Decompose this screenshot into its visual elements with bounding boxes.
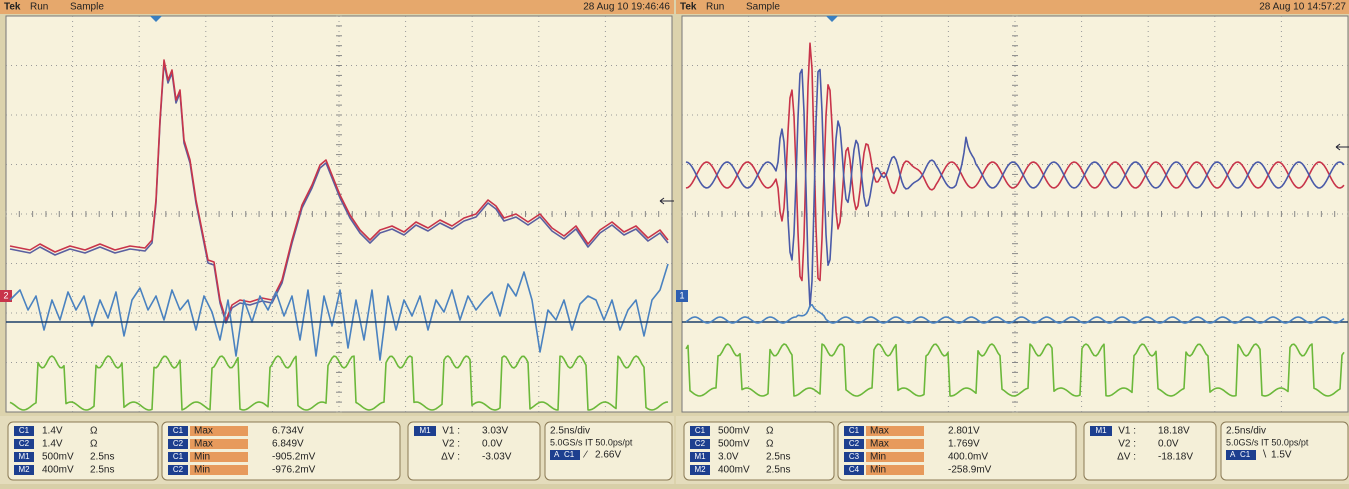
channel-unit: Ω [90, 426, 98, 437]
cursor-label: ΔV : [1117, 452, 1136, 463]
measurement-value: 1.769V [948, 439, 980, 450]
channel-scale: 500mV [42, 452, 74, 463]
measurement-source: C1 [173, 426, 184, 435]
acq-mode: Sample [746, 2, 780, 13]
channel-label: M1 [694, 452, 706, 461]
trigger-mode: A [1230, 450, 1236, 459]
channel-label: M2 [18, 465, 30, 474]
channel-scale: 500mV [718, 426, 750, 437]
channel-label: M1 [18, 452, 30, 461]
cursor-source: M1 [419, 426, 431, 435]
measurement-type: Max [870, 426, 889, 437]
channel-label: C2 [19, 439, 30, 448]
measurement-type: Max [194, 426, 213, 437]
measurement-value: -258.9mV [948, 465, 992, 476]
cursor-label: V2 : [442, 439, 460, 450]
channel-scale: 400mV [42, 465, 74, 476]
channel-scale: 1.4V [42, 439, 63, 450]
measurement-value: 2.801V [948, 426, 980, 437]
channel-scale: 500mV [718, 439, 750, 450]
measurement-type: Min [870, 452, 886, 463]
measurement-source: C3 [849, 452, 860, 461]
channel-unit: 2.5ns [766, 452, 790, 463]
measurement-type: Max [194, 439, 213, 450]
measurement-value: 6.849V [272, 439, 304, 450]
run-state: Run [706, 2, 724, 13]
measurement-source: C4 [849, 465, 860, 474]
cursor-value: 18.18V [1158, 426, 1190, 437]
channel-label: M2 [694, 465, 706, 474]
cursor-value: 0.0V [482, 439, 503, 450]
cursor-value: 0.0V [1158, 439, 1179, 450]
timestamp: 28 Aug 10 19:46:46 [583, 2, 670, 13]
cursor-value: 3.03V [482, 426, 508, 437]
trigger-level: 1.5V [1271, 450, 1292, 461]
channel-marker-label: 2 [3, 290, 8, 300]
measurement-source: C1 [173, 452, 184, 461]
sample-rate: 5.0GS/s IT 50.0ps/pt [1226, 437, 1309, 447]
channel-label: C1 [19, 426, 30, 435]
channel-label: C2 [695, 439, 706, 448]
channel-scale: 3.0V [718, 452, 739, 463]
brand: Tek [680, 2, 697, 13]
cursor-label: V1 : [442, 426, 460, 437]
trigger-level: 2.66V [595, 450, 621, 461]
timebase-scale: 2.5ns/div [1226, 426, 1266, 437]
timestamp: 28 Aug 10 14:57:27 [1259, 2, 1346, 13]
measurement-type: Min [870, 465, 886, 476]
trigger-source: C1 [564, 450, 575, 459]
measurement-source: C1 [849, 426, 860, 435]
run-state: Run [30, 2, 48, 13]
channel-unit: Ω [90, 439, 98, 450]
timebase-scale: 2.5ns/div [550, 426, 590, 437]
cursor-label: V1 : [1118, 426, 1136, 437]
channel-unit: Ω [766, 439, 774, 450]
measurement-source: C2 [849, 439, 860, 448]
cursor-source: M1 [1095, 426, 1107, 435]
measurement-type: Min [194, 465, 210, 476]
measurement-value: 400.0mV [948, 452, 988, 463]
channel-marker-label: 1 [679, 290, 684, 300]
channel-scale: 400mV [718, 465, 750, 476]
channel-unit: 2.5ns [766, 465, 790, 476]
channel-unit: 2.5ns [90, 465, 114, 476]
measurement-value: -976.2mV [272, 465, 316, 476]
measurement-type: Min [194, 452, 210, 463]
trigger-slope: ∖ [1261, 450, 1267, 461]
measurement-value: 6.734V [272, 426, 304, 437]
channel-label: C1 [695, 426, 706, 435]
cursor-value: -3.03V [482, 452, 512, 463]
measurement-source: C2 [173, 465, 184, 474]
cursor-value: -18.18V [1158, 452, 1193, 463]
scope-screenshot: Tek Run Sample 28 Aug 10 19:46:46 2 C1 1.4V Ω C2… [0, 0, 1349, 484]
acq-mode: Sample [70, 2, 104, 13]
cursor-label: V2 : [1118, 439, 1136, 450]
measurement-type: Max [870, 439, 889, 450]
measurement-value: -905.2mV [272, 452, 316, 463]
sample-rate: 5.0GS/s IT 50.0ps/pt [550, 437, 633, 447]
trigger-mode: A [554, 450, 560, 459]
channel-scale: 1.4V [42, 426, 63, 437]
channel-unit: Ω [766, 426, 774, 437]
trigger-source: C1 [1240, 450, 1251, 459]
measurement-source: C2 [173, 439, 184, 448]
brand: Tek [4, 2, 21, 13]
channel-unit: 2.5ns [90, 452, 114, 463]
cursor-label: ΔV : [441, 452, 460, 463]
